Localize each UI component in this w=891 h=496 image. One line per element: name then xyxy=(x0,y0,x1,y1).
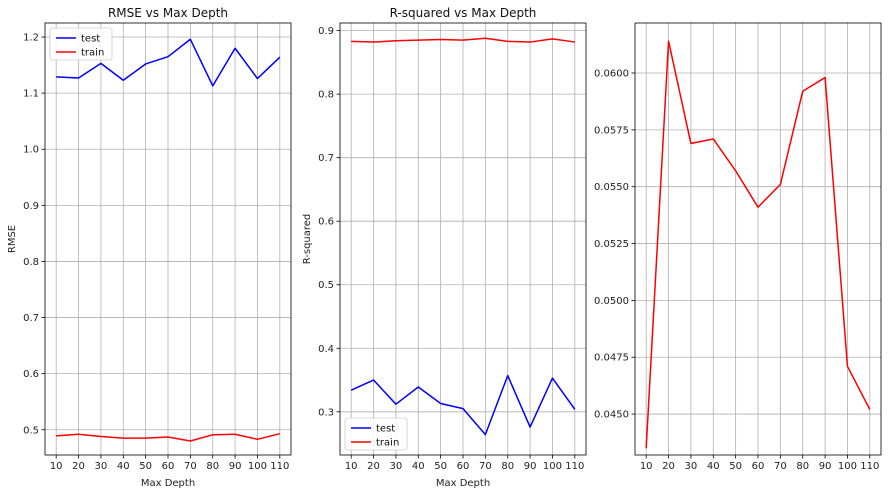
x-tick-label: 40 xyxy=(117,461,130,472)
x-tick-label: 30 xyxy=(685,461,698,472)
x-tick-label: 70 xyxy=(184,461,197,472)
y-tick-label: 0.7 xyxy=(318,153,334,164)
y-tick-label: 0.5 xyxy=(23,425,39,436)
series-line-series-1 xyxy=(645,40,871,449)
chart-2: 10 20 30 40 50 60 70 80 90 100 110 0.3 0.4 0.5 0.6 0.7 0… xyxy=(302,6,587,489)
y-tick-label: 0.0525 xyxy=(594,239,629,250)
x-tick-label: 90 xyxy=(819,461,832,472)
y-tick-label: 1.0 xyxy=(23,145,39,156)
y-tick-label: 0.6 xyxy=(23,369,39,380)
legend: test train xyxy=(49,27,113,61)
legend-label: test xyxy=(81,34,100,45)
x-tick-label: 90 xyxy=(229,461,242,472)
x-tick-label: 100 xyxy=(838,461,857,472)
x-axis-label: Max Depth xyxy=(141,478,195,489)
y-tick-label: 0.0550 xyxy=(594,182,629,193)
x-tick-label: 60 xyxy=(752,461,765,472)
x-tick-label: 110 xyxy=(565,461,584,472)
y-tick-label: 0.4 xyxy=(318,344,334,355)
x-tick-label: 30 xyxy=(390,461,403,472)
chart-title: RMSE vs Max Depth xyxy=(108,6,228,20)
y-tick-label: 0.0475 xyxy=(594,353,629,364)
x-tick-label: 50 xyxy=(434,461,447,472)
legend-label: train xyxy=(81,48,104,59)
y-tick-label: 0.0575 xyxy=(594,125,629,136)
y-tick-label: 0.0450 xyxy=(594,410,629,421)
x-tick-label: 30 xyxy=(95,461,108,472)
chart-3: 10 20 30 40 50 60 70 80 90 100 110 0.0450 0.0475 0.05… xyxy=(594,22,882,472)
series-line-train xyxy=(351,37,575,43)
x-tick-label: 100 xyxy=(248,461,267,472)
x-tick-label: 80 xyxy=(796,461,809,472)
series-line-test xyxy=(350,374,576,436)
x-tick-label: 20 xyxy=(72,461,85,472)
y-tick-label: 0.8 xyxy=(23,257,39,268)
x-tick-label: 110 xyxy=(270,461,289,472)
y-tick-label: 0.5 xyxy=(318,280,334,291)
series-line-train xyxy=(56,432,281,442)
legend-label: test xyxy=(376,424,395,435)
x-tick-label: 60 xyxy=(457,461,470,472)
x-tick-label: 100 xyxy=(543,461,562,472)
y-tick-label: 0.3 xyxy=(318,407,334,418)
y-tick-label: 0.0500 xyxy=(594,296,629,307)
x-tick-label: 10 xyxy=(345,461,358,472)
x-tick-label: 80 xyxy=(206,461,219,472)
y-tick-label: 1.2 xyxy=(23,33,39,44)
x-tick-label: 10 xyxy=(640,461,653,472)
x-tick-label: 90 xyxy=(524,461,537,472)
y-tick-label: 0.6 xyxy=(318,217,334,228)
y-tick-label: 0.9 xyxy=(318,26,334,37)
x-tick-label: 50 xyxy=(139,461,152,472)
x-tick-label: 50 xyxy=(729,461,742,472)
legend: test train xyxy=(344,417,408,451)
y-tick-label: 0.0600 xyxy=(594,69,629,80)
y-tick-label: 0.8 xyxy=(318,90,334,101)
y-tick-label: 1.1 xyxy=(23,89,39,100)
x-tick-label: 40 xyxy=(412,461,425,472)
x-tick-label: 10 xyxy=(50,461,63,472)
chart-title: R-squared vs Max Depth xyxy=(390,6,537,20)
x-tick-label: 40 xyxy=(707,461,720,472)
x-tick-label: 110 xyxy=(860,461,879,472)
series-line-test xyxy=(56,38,281,87)
x-tick-label: 20 xyxy=(662,461,675,472)
x-tick-label: 70 xyxy=(479,461,492,472)
chart-1: 10 20 30 40 50 60 70 80 90 100 110 0.5 0.6 0.7 0.8 0.9 1… xyxy=(7,6,292,489)
y-axis-label: RMSE xyxy=(7,225,18,253)
y-tick-label: 0.9 xyxy=(23,201,39,212)
y-axis-label: R-squared xyxy=(302,214,313,265)
x-tick-label: 80 xyxy=(501,461,514,472)
legend-label: train xyxy=(376,438,399,449)
x-tick-label: 60 xyxy=(162,461,175,472)
x-axis-label: Max Depth xyxy=(436,478,490,489)
y-tick-label: 0.7 xyxy=(23,313,39,324)
x-tick-label: 70 xyxy=(774,461,787,472)
x-tick-label: 20 xyxy=(367,461,380,472)
